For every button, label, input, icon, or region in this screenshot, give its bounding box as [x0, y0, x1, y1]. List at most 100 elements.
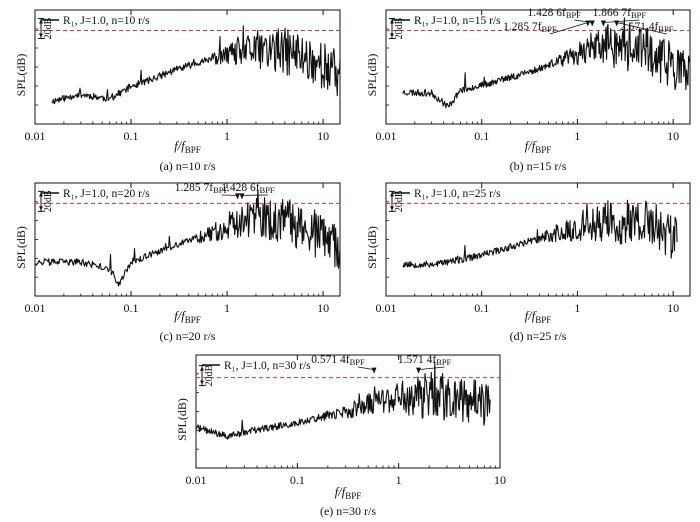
x-tick-label: 0.1	[290, 473, 305, 487]
x-axis-label-main: f/f	[174, 139, 186, 153]
annotation-text: 1.428 6f	[221, 182, 260, 194]
annotation-text: 2.571 4f	[620, 21, 659, 33]
panel-e: 0.01 0.1 1 10 20dB SPL(dB) R₁, J=1.0, n=30 r/s…	[175, 354, 506, 518]
annotation-subscript: BPF	[260, 185, 275, 195]
annotation-text: 1.571 4f	[398, 354, 437, 366]
annotation-label: 1.285 7fBPF	[503, 21, 557, 34]
annotation-leader	[418, 366, 445, 370]
x-tick-label: 0.01	[376, 129, 397, 143]
annotation-label: 1.428 6fBPF	[221, 182, 275, 195]
x-axis-label: f/fBPF	[174, 309, 200, 325]
x-axis-label-sub: BPF	[345, 491, 361, 501]
scale-bar-arrows	[390, 19, 394, 38]
annotation-subscript: BPF	[213, 185, 228, 195]
x-tick-label: 0.01	[25, 129, 46, 143]
scale-label: 20dB	[204, 364, 215, 386]
annotation-text: 1.428 6f	[528, 7, 567, 19]
annotation-subscript: BPF	[350, 357, 365, 367]
annotation-label: 1.428 6fBPF	[528, 7, 582, 20]
annotation-arrowhead	[239, 193, 245, 200]
annotation-leader	[357, 366, 375, 370]
x-axis-label-main: f/f	[335, 485, 347, 499]
spectrum-series-line	[195, 361, 491, 440]
scale-bar-arrows	[390, 192, 394, 211]
x-axis-label-main: f/f	[174, 309, 186, 323]
annotation-subscript: BPF	[541, 24, 556, 34]
x-tick-label: 10	[667, 301, 679, 315]
x-tick-label: 10	[667, 129, 679, 143]
spectrum-series-line	[402, 17, 691, 109]
annotation-label: 1.866 7fBPF	[593, 7, 647, 20]
spectrum-series-line	[402, 199, 678, 269]
annotation-label: 1.571 4fBPF	[398, 354, 452, 367]
x-axis-label-sub: BPF	[185, 315, 201, 325]
panel-caption: (b) n=15 r/s	[510, 159, 567, 173]
panel-c: 0.01 0.1 1 10 20dB SPL(dB) R₁, J=1.0, n=20 r/s…	[14, 182, 341, 343]
x-axis-label-sub: BPF	[535, 145, 551, 155]
panel-b: 0.01 0.1 1 10 20dB SPL(dB) R₁, J=1.0, n=15 r/s…	[365, 7, 691, 173]
scale-bar-arrows	[39, 192, 43, 211]
legend-label: R₁, J=1.0, n=25 r/s	[414, 188, 501, 200]
x-axis-label: f/fBPF	[335, 485, 361, 501]
x-tick-label: 10	[494, 473, 506, 487]
x-tick-label: 0.1	[474, 301, 489, 315]
annotation-arrowhead	[416, 367, 422, 374]
annotation-arrowhead	[600, 20, 606, 27]
scale-bar-arrows	[39, 19, 43, 38]
x-tick-label: 0.01	[186, 473, 207, 487]
legend-label: R₁, J=1.0, n=15 r/s	[414, 15, 501, 27]
x-tick-label: 0.1	[474, 129, 489, 143]
x-axis-label-sub: BPF	[185, 145, 201, 155]
annotation-arrowhead	[235, 193, 241, 200]
annotation-leader	[603, 19, 640, 23]
x-tick-label: 1	[574, 129, 580, 143]
x-tick-label: 0.01	[25, 301, 46, 315]
panel-caption: (c) n=20 r/s	[159, 329, 215, 343]
legend-label: R₁, J=1.0, n=10 r/s	[63, 15, 150, 27]
panel-caption: (d) n=25 r/s	[510, 329, 567, 343]
annotation-label: 2.571 4fBPF	[620, 21, 674, 34]
legend-label: R₁, J=1.0, n=20 r/s	[63, 188, 150, 200]
annotation-text: 1.285 7f	[175, 182, 214, 194]
x-axis-label-main: f/f	[525, 309, 537, 323]
scale-label: 20dB	[394, 17, 405, 39]
y-axis-label: SPL(dB)	[365, 226, 379, 269]
scale-label: 20dB	[43, 190, 54, 212]
x-tick-label: 1	[574, 301, 580, 315]
annotation-label: 1.285 7fBPF	[175, 182, 229, 195]
annotation-text: 1.866 7f	[593, 7, 632, 19]
annotation-arrowhead	[589, 20, 595, 27]
x-tick-label: 10	[317, 301, 329, 315]
spectrum-series-line	[51, 25, 341, 105]
annotation-arrowhead	[614, 20, 620, 27]
panel-caption: (a) n=10 r/s	[159, 159, 215, 173]
panel-caption: (e) n=30 r/s	[320, 504, 376, 518]
x-tick-label: 10	[317, 129, 329, 143]
annotation-text: 1.285 7f	[503, 21, 542, 33]
x-tick-label: 1	[224, 129, 230, 143]
panel-d: 0.01 0.1 1 10 20dB SPL(dB) R₁, J=1.0, n=25 r/s…	[365, 182, 691, 343]
y-axis-label: SPL(dB)	[14, 54, 28, 97]
x-axis-label: f/fBPF	[174, 139, 200, 155]
annotation-arrowhead	[585, 20, 591, 27]
x-axis-label: f/fBPF	[525, 139, 551, 155]
y-axis-label: SPL(dB)	[175, 398, 189, 441]
x-tick-label: 1	[396, 473, 402, 487]
x-axis-label-main: f/f	[525, 139, 537, 153]
legend-label: R₁, J=1.0, n=30 r/s	[224, 360, 311, 372]
scale-bar-arrows	[200, 366, 204, 385]
annotation-subscript: BPF	[436, 357, 451, 367]
annotation-leader	[549, 22, 588, 35]
panel-a: 0.01 0.1 1 10 20dB SPL(dB) R₁, J=1.0, n=10 r/s…	[14, 9, 341, 173]
annotation-leader	[616, 22, 667, 35]
x-tick-label: 0.01	[376, 301, 397, 315]
x-tick-label: 1	[224, 301, 230, 315]
y-axis-label: SPL(dB)	[14, 226, 28, 269]
annotation-subscript: BPF	[658, 24, 673, 34]
y-axis-label: SPL(dB)	[365, 54, 379, 97]
scale-label: 20dB	[43, 17, 54, 39]
annotation-subscript: BPF	[631, 10, 646, 20]
annotation-text: 0.571 4f	[311, 354, 350, 366]
spectrum-series-line	[34, 189, 341, 287]
